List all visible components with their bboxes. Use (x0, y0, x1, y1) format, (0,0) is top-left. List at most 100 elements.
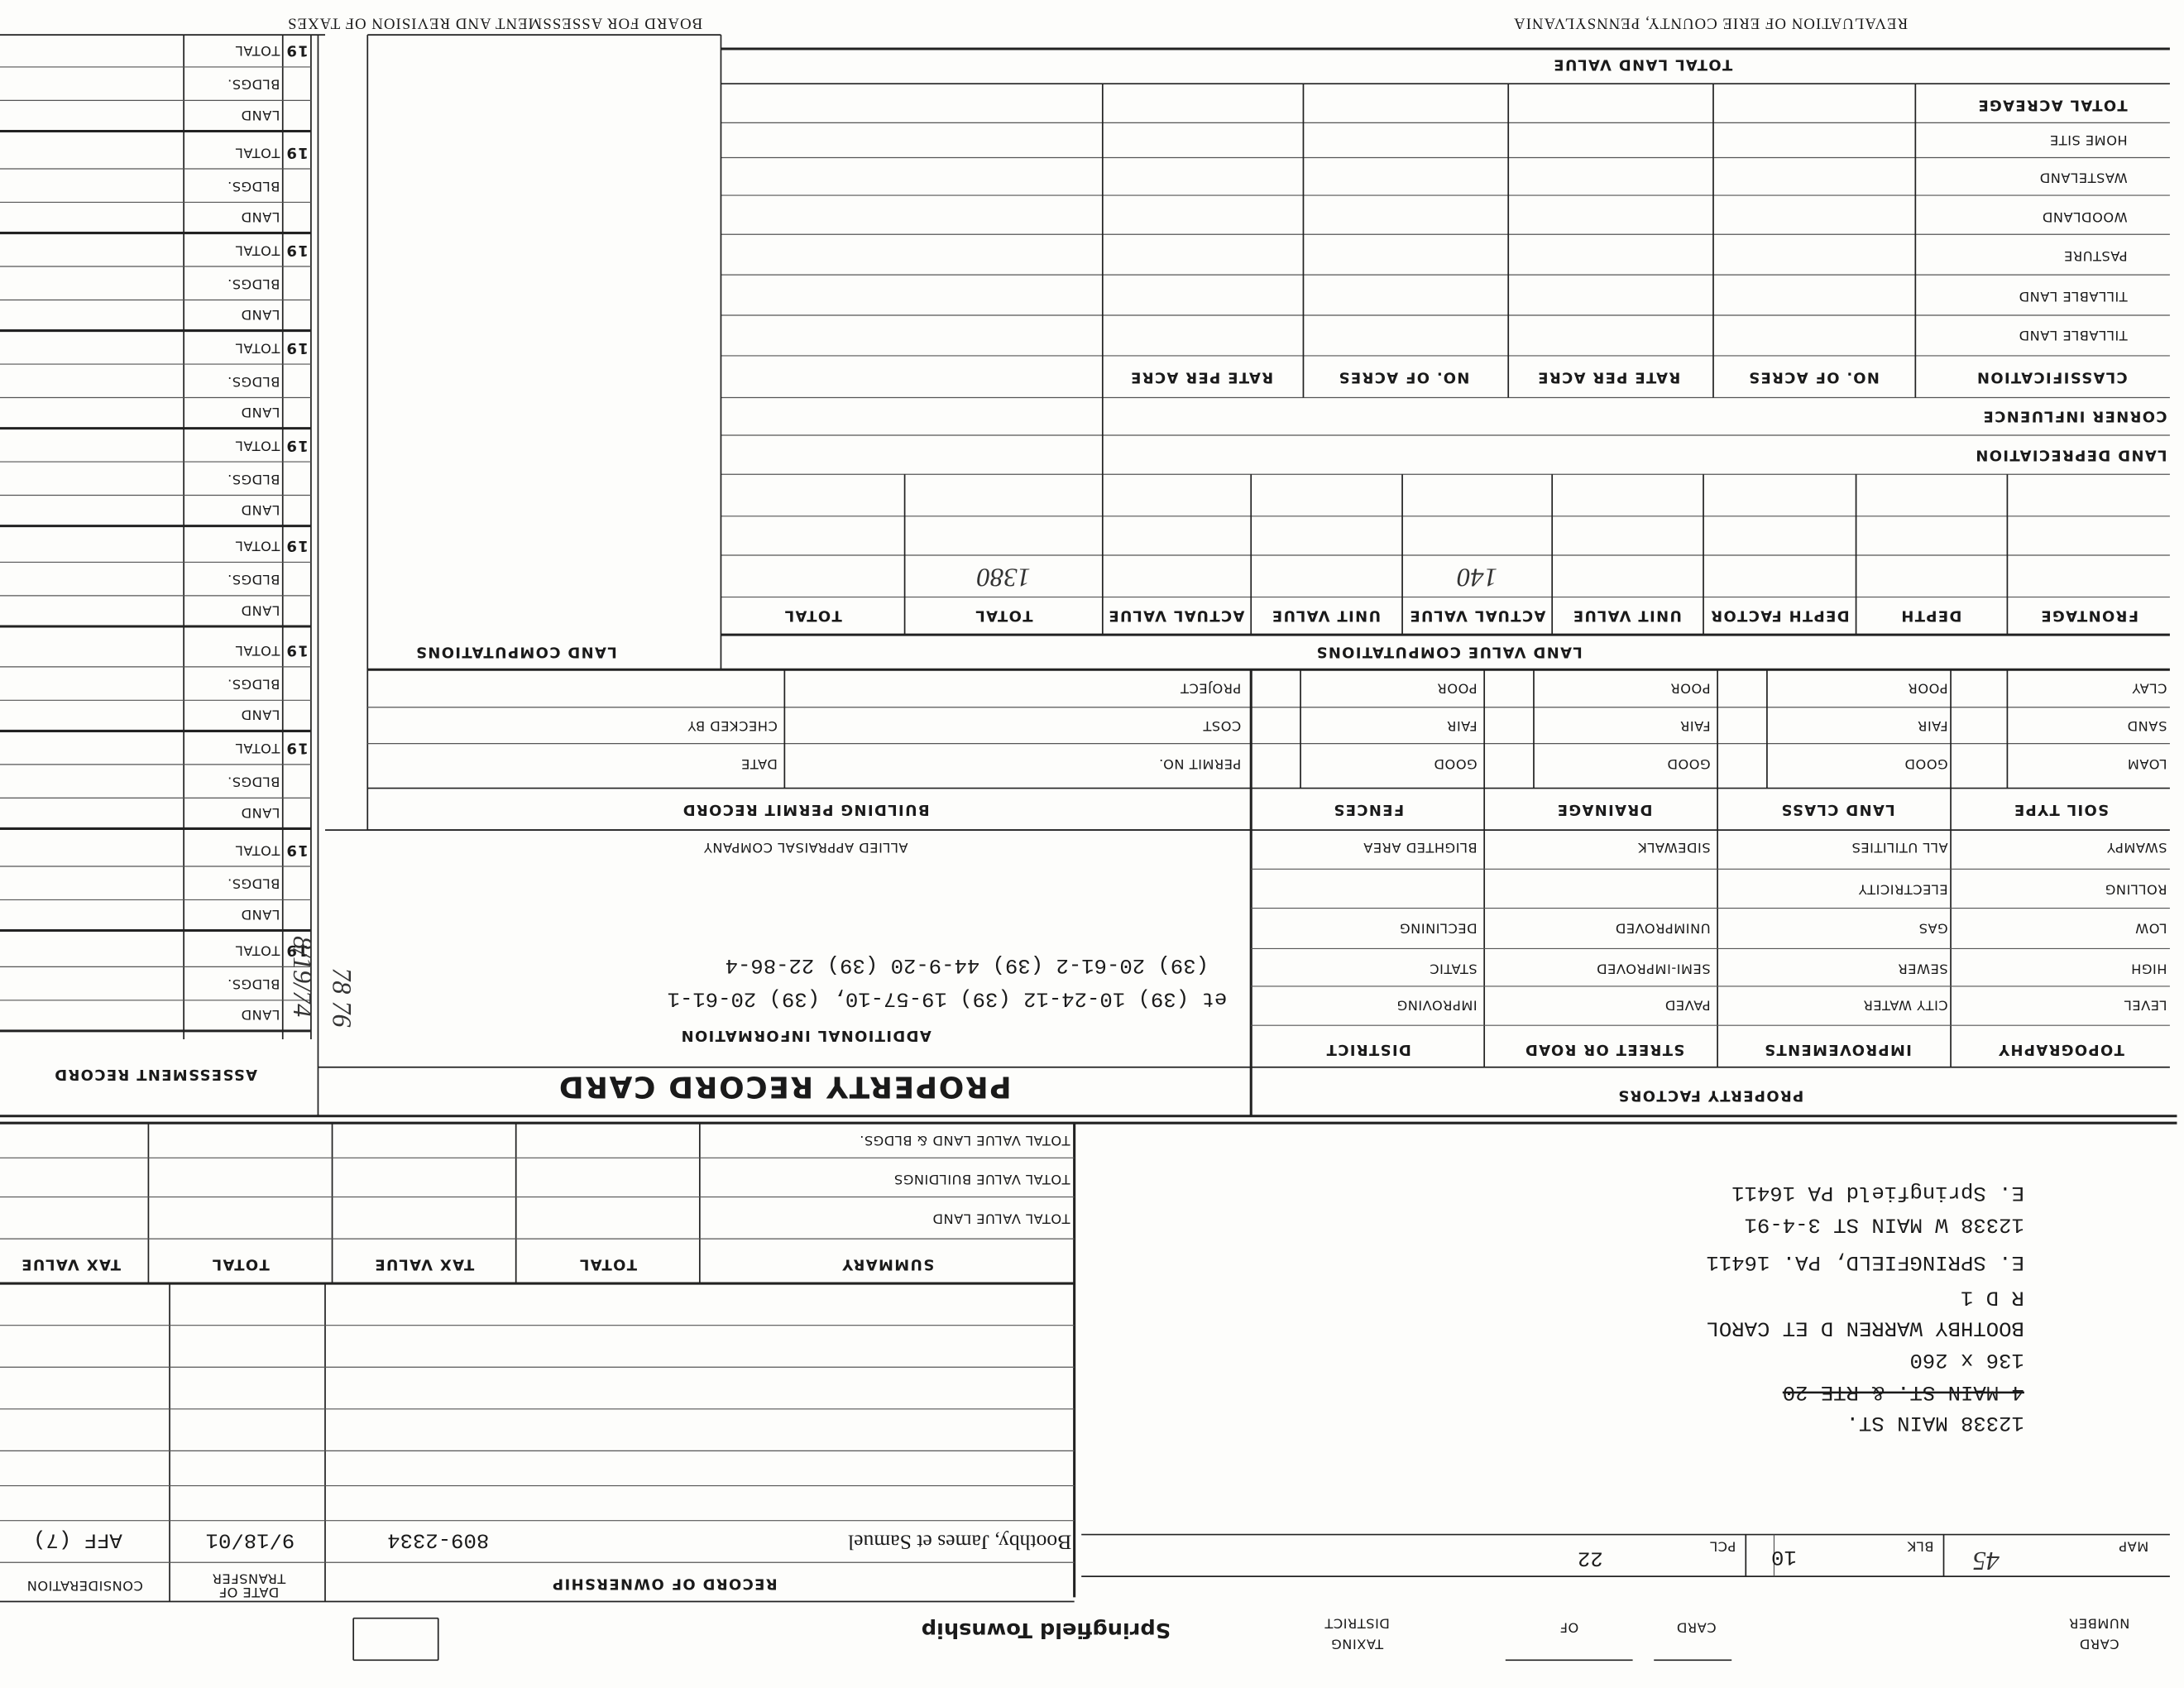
handwritten-entry: 140 (1457, 563, 1497, 592)
factor-item: BLIGHTED AREA (1363, 840, 1478, 856)
factor-item: ALL UTILITIES (1851, 840, 1948, 856)
date-header: DATE OF (218, 1585, 279, 1600)
date-header: TRANSFER (212, 1571, 286, 1586)
land-value-header: DEPTH FACTOR (1710, 607, 1850, 625)
soil-item: POOR (1908, 681, 1948, 697)
factor-item: UNIMPROVED (1615, 921, 1710, 937)
assessment-year: 19 (285, 42, 309, 60)
land-value-header: FRONTAGE (2040, 607, 2138, 625)
soil-item: GOOD (1434, 756, 1478, 772)
assessment-year: 19 (285, 942, 309, 959)
assessment-label: TOTAL (235, 438, 280, 453)
land-value-header: UNIT VALUE (1572, 607, 1682, 625)
pcl-number: 22 (1578, 1547, 1603, 1571)
ownership-cell: 9/18/01 (206, 1528, 295, 1552)
additional-info-title: ADDITIONAL INFORMATION (680, 1027, 932, 1044)
header-text: REVALUATION OF ERIE COUNTY, PENNSYLVANIA (1513, 15, 1908, 32)
factor-item: ELECTRICITY (1858, 882, 1947, 898)
land-value-header: TOTAL (783, 607, 841, 625)
assessment-label: BLDGS. (228, 774, 280, 790)
factor-header: IMPROVEMENTS (1764, 1041, 1912, 1058)
assessment-label: BLDGS. (228, 572, 280, 587)
ownership-cell: Boothby, James et Samuel (848, 1531, 1071, 1555)
map-label: MAP (2119, 1539, 2148, 1555)
address-line: 136 x 260 (1910, 1348, 2024, 1372)
assessment-label: TOTAL (235, 842, 280, 858)
classification-header: NO. OF ACRES (1338, 368, 1469, 386)
assessment-label: TOTAL (235, 741, 280, 756)
assessment-year: 19 (285, 642, 309, 659)
assessment-year: 19 (285, 339, 309, 357)
land-value-header: ACTUAL VALUE (1409, 607, 1545, 625)
assessment-label: TOTAL (235, 340, 280, 356)
soil-header: LAND CLASS (1780, 801, 1895, 818)
additional-info: (39) 20-61-2 (39) 44-9-20 (39) 22-86-4 (726, 953, 1209, 977)
assessment-label: LAND (241, 707, 280, 723)
land-row: TOTAL ACREAGE (1977, 97, 2128, 114)
assessment-label: BLDGS. (228, 472, 280, 487)
assessment-label: TOTAL (235, 242, 280, 258)
factor-item: STATIC (1430, 961, 1478, 977)
taxing-district-label: TAXING (1331, 1637, 1384, 1652)
assessment-label: TOTAL (235, 539, 280, 554)
factor-item: SEWER (1898, 961, 1948, 977)
card-title: PROPERTY RECORD CARD (558, 1070, 1012, 1104)
classification-header: RATE PER ACRE (1130, 368, 1273, 386)
address-line: E. SPRINGFIELD, PA. 16411 (1706, 1250, 2024, 1274)
soil-header: SOIL TYPE (2014, 801, 2109, 818)
soil-item: GOOD (1667, 756, 1711, 772)
factor-item: SEMI-IMPROVED (1597, 961, 1711, 977)
land-computations: LAND COMPUTATIONS (415, 643, 617, 660)
soil-item: FAIR (1447, 718, 1478, 734)
summary-row: TOTAL VALUE BUILDINGS (893, 1172, 1070, 1187)
soil-header: FENCES (1333, 801, 1404, 818)
land-row: WASTELAND (2039, 170, 2127, 186)
additional-info: et (39) 10-24-12 (39) 19-57-10, (39) 20-… (668, 987, 1228, 1011)
soil-item: POOR (1670, 681, 1711, 697)
soil-header: DRAINAGE (1556, 801, 1652, 818)
soil-item: SAND (2127, 718, 2167, 734)
assessment-label: BLDGS. (228, 77, 280, 93)
assessment-year: 19 (285, 242, 309, 259)
property-factors-title: PROPERTY FACTORS (1617, 1087, 1803, 1105)
assessment-year: 19 (285, 537, 309, 554)
land-value-header: UNIT VALUE (1272, 607, 1382, 625)
factor-item: IMPROVING (1396, 997, 1477, 1013)
factor-item: CITY WATER (1863, 997, 1948, 1013)
classification-header: NO. OF ACRES (1748, 368, 1880, 386)
permit-label: COST (1203, 718, 1241, 734)
building-permit-title: BUILDING PERMIT RECORD (682, 801, 929, 818)
header-text: BOARD FOR ASSESSMENT AND REVISION OF TAX… (287, 15, 702, 32)
total-land-value: TOTAL LAND VALUE (1553, 56, 1732, 74)
land-row: TILLABLE LAND (2019, 289, 2129, 305)
card-number-label: NUMBER (2069, 1615, 2130, 1631)
land-row: PASTURE (2064, 248, 2128, 264)
permit-label: PERMIT NO. (1159, 756, 1242, 772)
factor-header: DISTRICT (1325, 1041, 1411, 1058)
address-line: BOOTHBY WARREN D ET CAROL (1706, 1316, 2024, 1340)
consideration-header: CONSIDERATION (26, 1578, 143, 1594)
soil-item: CLAY (2132, 681, 2167, 697)
permit-label: CHECKED BY (687, 718, 778, 734)
factor-item: DECLINING (1400, 921, 1478, 937)
summary-row: TOTAL VALUE LAND & BLDGS. (860, 1133, 1071, 1149)
township: Springfield Township (922, 1618, 1171, 1642)
assessment-label: BLDGS. (228, 374, 280, 390)
assessment-label: LAND (241, 502, 280, 518)
summary-row: TOTAL VALUE LAND (932, 1211, 1071, 1226)
factor-item: GAS (1918, 921, 1948, 937)
ownership-title: RECORD OF OWNERSHIP (552, 1575, 778, 1593)
soil-item: GOOD (1904, 756, 1948, 772)
land-value-header: TOTAL (975, 607, 1032, 625)
factor-item: LOW (2135, 921, 2167, 937)
summary-header: TOTAL (211, 1256, 269, 1273)
factor-item: HIGH (2131, 961, 2167, 977)
assessment-label: LAND (241, 209, 280, 225)
assessment-label: LAND (241, 907, 280, 923)
corner-influence: CORNER INFLUENCE (1982, 407, 2167, 424)
address-line: E. Springfield PA 16411 (1731, 1181, 2024, 1205)
assessment-label: BLDGS. (228, 179, 280, 194)
factor-item: SIDEWALK (1638, 840, 1711, 856)
summary-header: TOTAL (579, 1256, 637, 1273)
